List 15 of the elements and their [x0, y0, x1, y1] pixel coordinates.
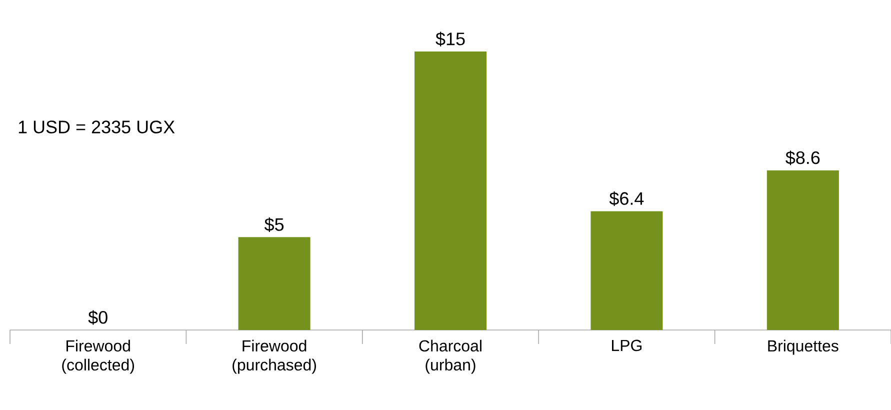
bar: [238, 237, 310, 330]
data-label: $5: [264, 217, 284, 232]
data-label: $8.6: [786, 150, 820, 166]
x-tick-label: Charcoal (urban): [419, 340, 482, 374]
x-tick-label: Briquettes: [768, 340, 838, 355]
x-tick-label: LPG: [612, 340, 642, 352]
bar: [414, 52, 487, 330]
data-label: $15: [436, 32, 465, 46]
x-tick-label: Firewood (collected): [62, 340, 134, 374]
x-tick-label: Firewood (purchased): [232, 340, 316, 374]
data-label: $6.4: [609, 191, 644, 206]
bar: [766, 170, 839, 330]
data-label: $0: [88, 310, 108, 325]
annotation: 1 USD = 2335 UGX: [18, 120, 175, 134]
bar: [590, 211, 663, 330]
